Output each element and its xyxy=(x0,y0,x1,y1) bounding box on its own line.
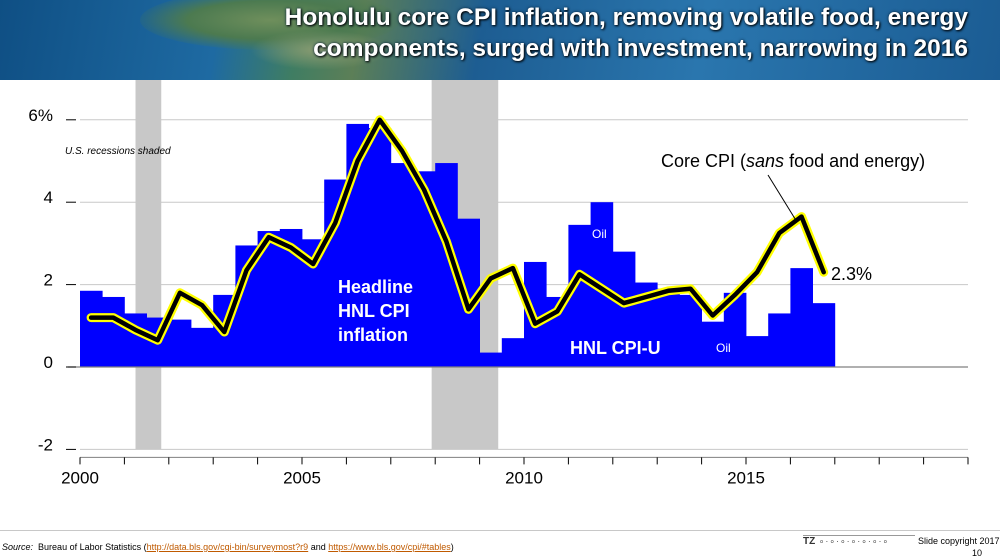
bar-2015 xyxy=(746,336,769,367)
core-cpi-leader-line xyxy=(768,175,797,222)
oil-label-2011: Oil xyxy=(592,227,607,241)
page-number: 10 xyxy=(972,548,982,558)
x-tick-label-2010: 2010 xyxy=(505,468,543,487)
bar-2016.5 xyxy=(813,303,836,367)
bar-2002.5 xyxy=(191,328,214,367)
end-value-label: 2.3% xyxy=(831,264,872,284)
source-link-bls-cpi-tables[interactable]: https://www.bls.gov/cpi/#tables xyxy=(328,542,451,552)
title-banner: Honolulu core CPI inflation, removing vo… xyxy=(0,0,1000,80)
bar-2000.5 xyxy=(102,297,125,367)
y-tick-label-2: 2 xyxy=(44,271,53,290)
bar-2000 xyxy=(80,291,103,367)
hnl-cpi-u-label: HNL CPI-U xyxy=(570,338,661,358)
source-link-bls-surveymost[interactable]: http://data.bls.gov/cgi-bin/surveymost?r… xyxy=(147,542,309,552)
recession-note: U.S. recessions shaded xyxy=(65,146,171,157)
bar-2015.5 xyxy=(768,313,791,367)
slide-copyright: Slide copyright 2017 xyxy=(918,536,1000,546)
source-close: ) xyxy=(451,542,454,552)
logo-text: TZ xyxy=(803,536,815,547)
inflation-chart: 6% 4 2 0 -2 2000 2005 2010 2015 U.S. recessions … xyxy=(0,80,1000,530)
core-cpi-label-suffix: food and energy) xyxy=(784,151,925,171)
headline-label-line-3: inflation xyxy=(338,325,408,345)
y-tick-label--2: -2 xyxy=(38,435,53,454)
recession-band-1 xyxy=(136,80,162,449)
bar-2009 xyxy=(480,353,503,367)
bar-2002 xyxy=(169,320,192,367)
y-tick-label-6: 6% xyxy=(28,106,53,125)
core-cpi-label-italic: sans xyxy=(746,151,784,171)
company-logo: TZ ∘·∘·∘·∘·∘·∘·∘ xyxy=(803,535,915,548)
bar-2016 xyxy=(790,268,813,367)
y-tick-label-4: 4 xyxy=(44,188,53,207)
x-tick-label-2015: 2015 xyxy=(727,468,765,487)
x-tick-label-2000: 2000 xyxy=(61,468,99,487)
source-prefix: Source: xyxy=(2,542,33,552)
oil-label-2014: Oil xyxy=(716,341,731,355)
headline-label-line-2: HNL CPI xyxy=(338,301,410,321)
headline-label-line-1: Headline xyxy=(338,277,413,297)
bar-2013.5 xyxy=(679,295,702,367)
slide-title-line-2: components, surged with investment, narr… xyxy=(285,33,968,64)
y-tick-label-0: 0 xyxy=(44,353,53,372)
bar-2009.5 xyxy=(502,338,525,367)
source-note: Source: Bureau of Labor Statistics (http… xyxy=(2,542,454,552)
slide-title: Honolulu core CPI inflation, removing vo… xyxy=(285,2,968,64)
slide-title-line-1: Honolulu core CPI inflation, removing vo… xyxy=(285,2,968,33)
core-cpi-legend-label: Core CPI (sans food and energy) xyxy=(661,151,925,171)
source-text: Bureau of Labor Statistics ( xyxy=(38,542,147,552)
core-cpi-label-prefix: Core CPI ( xyxy=(661,151,746,171)
x-tick-label-2005: 2005 xyxy=(283,468,321,487)
source-and: and xyxy=(308,542,328,552)
footer-divider xyxy=(0,530,1000,531)
